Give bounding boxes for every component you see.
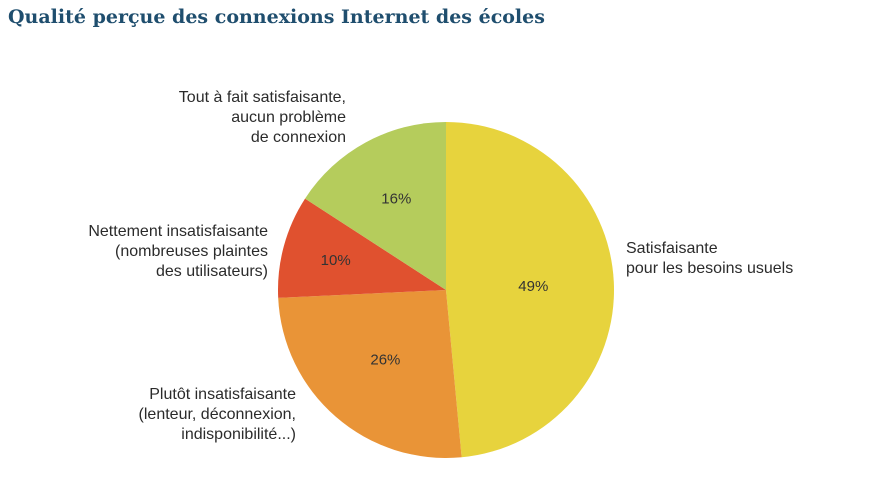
slice-category-label-1: Plutôt insatisfaisante (lenteur, déconnex… <box>139 386 297 443</box>
slice-category-label-line: (nombreuses plaintes <box>115 243 268 260</box>
slice-category-label-line: Plutôt insatisfaisante <box>149 386 296 403</box>
chart-title: Qualité perçue des connexions Internet d… <box>8 6 545 28</box>
slice-value-label-3: 16% <box>381 191 411 208</box>
pie-slice-3 <box>305 122 446 290</box>
pie-slice-1 <box>278 290 462 459</box>
slice-category-label-line: Satisfaisante <box>626 240 718 257</box>
pie-slice-0 <box>446 122 615 458</box>
slice-category-label-3: Tout à fait satisfaisante, aucun problème… <box>179 89 346 146</box>
slice-category-label-line: indisponibilité...) <box>181 426 296 443</box>
slice-category-label-line: pour les besoins usuels <box>626 260 793 277</box>
slice-category-label-0: Satisfaisante pour les besoins usuels <box>626 240 793 277</box>
slice-value-label-1: 26% <box>370 352 400 369</box>
slice-value-label-2: 10% <box>321 252 351 269</box>
slice-category-label-line: de connexion <box>251 129 346 146</box>
slice-category-label-line: Tout à fait satisfaisante, <box>179 89 346 106</box>
pie-slice-2 <box>277 198 446 298</box>
slice-value-label-0: 49% <box>518 278 548 295</box>
slice-category-label-line: Nettement insatisfaisante <box>88 223 268 240</box>
slice-category-label-line: aucun problème <box>231 109 346 126</box>
slice-category-label-line: des utilisateurs) <box>156 263 268 280</box>
slice-category-label-2: Nettement insatisfaisante (nombreuses pla… <box>88 223 268 280</box>
slice-category-label-line: (lenteur, déconnexion, <box>139 406 296 423</box>
